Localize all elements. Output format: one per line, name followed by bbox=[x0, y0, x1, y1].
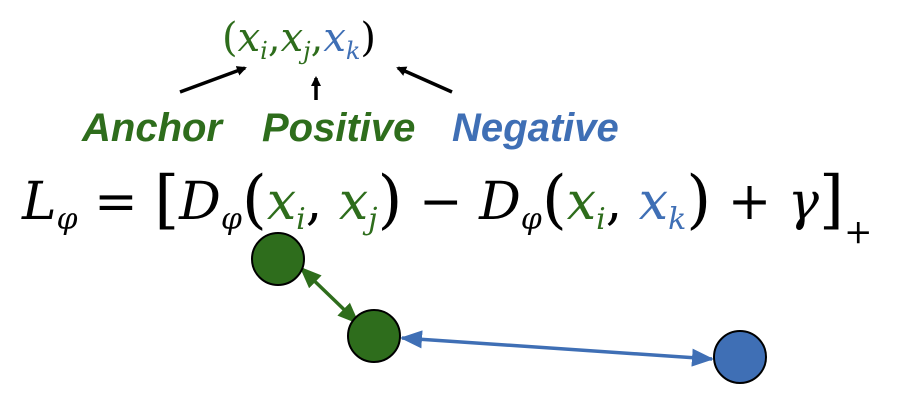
paren-2-close: ) bbox=[686, 163, 712, 237]
plus-sign: + bbox=[711, 172, 788, 232]
hinge-plus-subscript: + bbox=[843, 212, 873, 252]
formula-xk: x bbox=[638, 172, 669, 232]
equals-sign: = bbox=[77, 172, 155, 232]
formula-xj-sub: j bbox=[368, 202, 378, 237]
tuple-comma-1: , bbox=[267, 15, 281, 61]
loss-symbol: L bbox=[22, 172, 57, 232]
left-bracket: [ bbox=[154, 163, 180, 237]
formula-xi-2: x bbox=[566, 172, 597, 232]
formula-xj: x bbox=[338, 172, 369, 232]
tuple-xi-sub: i bbox=[260, 37, 268, 65]
tuple-comma-2: , bbox=[310, 15, 324, 61]
distance-1: D bbox=[179, 172, 221, 232]
comma-2: , bbox=[605, 172, 639, 232]
anchor-arrow bbox=[179, 66, 247, 94]
distance-2: D bbox=[479, 172, 521, 232]
negative-sample-circle bbox=[713, 330, 767, 384]
tuple-xk: x bbox=[323, 15, 346, 61]
distance-2-sub: φ bbox=[520, 202, 542, 237]
positive-sample-circle bbox=[251, 232, 305, 286]
positive-label: Positive bbox=[262, 106, 416, 150]
tuple-xj-sub: j bbox=[303, 37, 311, 65]
formula-xk-sub: k bbox=[668, 202, 687, 237]
tuple-xj: x bbox=[280, 15, 304, 61]
comma-1: , bbox=[305, 172, 339, 232]
anchor-label: Anchor bbox=[82, 106, 222, 150]
positive-distance-arrow bbox=[299, 266, 360, 325]
right-bracket: ] bbox=[818, 163, 844, 237]
formula-xi-1-sub: i bbox=[296, 202, 306, 237]
formula-xi-1: x bbox=[266, 172, 297, 232]
distance-1-sub: φ bbox=[220, 202, 242, 237]
minus-sign: − bbox=[402, 172, 480, 232]
tuple-xi: x bbox=[237, 15, 261, 61]
formula-xi-2-sub: i bbox=[596, 202, 606, 237]
triplet-loss-formula: Lφ = [Dφ(xi, xj) − Dφ(xi, xk) + γ]+ bbox=[22, 162, 872, 272]
loss-subscript: φ bbox=[56, 202, 78, 237]
paren-1-close: ) bbox=[377, 163, 403, 237]
paren-2-open: ( bbox=[541, 163, 567, 237]
negative-distance-arrow bbox=[400, 330, 714, 367]
tuple-close-paren: ) bbox=[360, 15, 377, 61]
negative-label: Negative bbox=[452, 106, 619, 150]
negative-arrow bbox=[396, 66, 453, 94]
anchor-sample-circle bbox=[347, 309, 401, 363]
margin-gamma: γ bbox=[787, 172, 819, 232]
tuple-open-paren: ( bbox=[222, 15, 238, 61]
tuple-xk-sub: k bbox=[345, 37, 361, 65]
triplet-tuple: (xi,xj,xk) bbox=[222, 10, 376, 79]
paren-1-open: ( bbox=[241, 163, 267, 237]
